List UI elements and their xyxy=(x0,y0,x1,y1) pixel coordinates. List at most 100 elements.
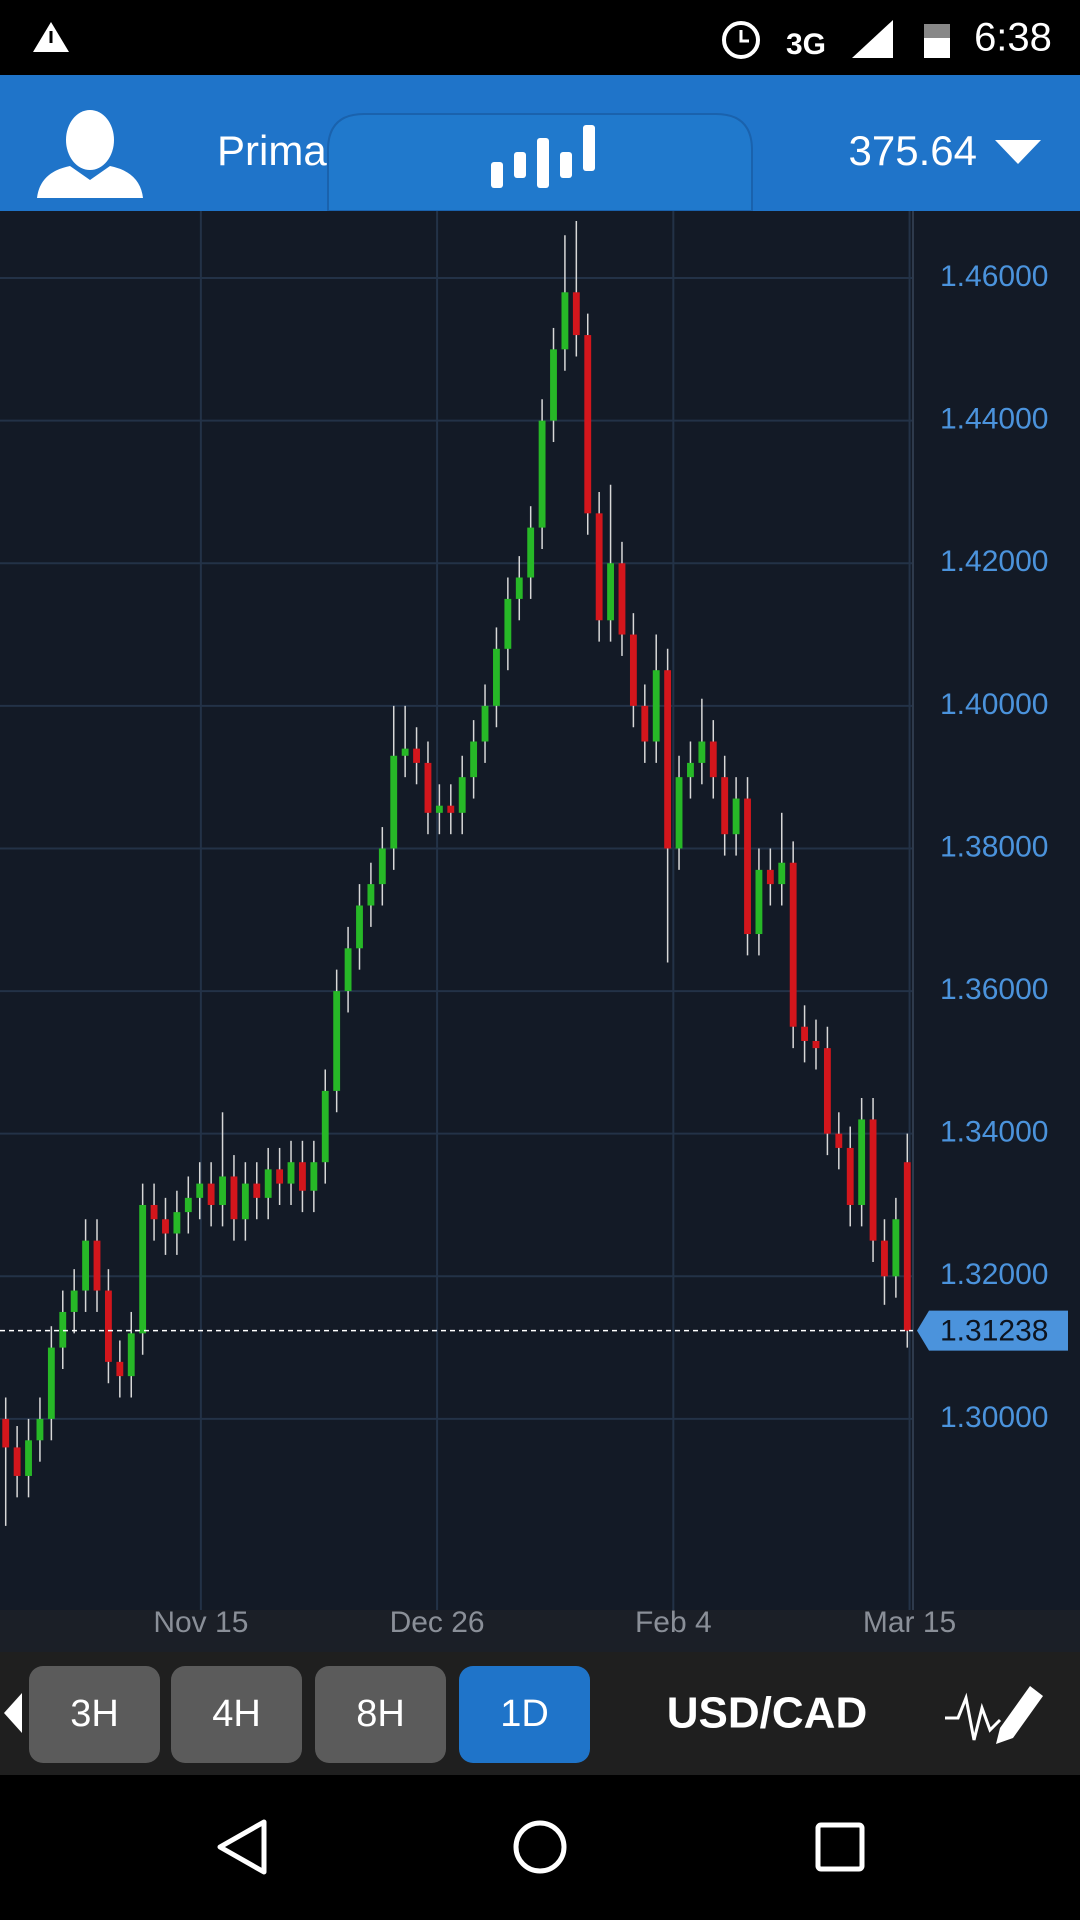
candle-body xyxy=(321,1090,329,1163)
candle-body xyxy=(493,648,500,706)
candle-body xyxy=(869,1119,877,1241)
timeframe-button[interactable] xyxy=(459,1666,590,1763)
candle-body xyxy=(2,1418,10,1448)
candle-body xyxy=(504,598,512,649)
candle-body xyxy=(470,741,478,778)
candle-body xyxy=(881,1240,888,1277)
y-tick-label: 1.42000 xyxy=(940,545,1048,578)
y-tick-label: 1.32000 xyxy=(940,1258,1048,1291)
candle-body xyxy=(424,762,432,813)
candle-body xyxy=(139,1204,147,1334)
candle-body xyxy=(162,1219,169,1234)
candle-body xyxy=(481,705,489,742)
symbol[interactable]: USD/CAD xyxy=(667,1689,867,1738)
timeframe-label[interactable]: 8H xyxy=(356,1693,405,1735)
candle-body xyxy=(230,1176,238,1220)
candle-body xyxy=(618,563,626,635)
candle-body xyxy=(755,869,763,935)
draw-pencil xyxy=(996,1686,1043,1744)
candle-body xyxy=(333,991,341,1091)
nav-back[interactable] xyxy=(217,1819,267,1875)
battery-empty xyxy=(924,24,950,38)
candle-body xyxy=(778,862,786,885)
candle-body xyxy=(127,1333,135,1377)
candle-body xyxy=(789,862,797,1027)
y-tick-label: 1.34000 xyxy=(940,1116,1048,1149)
candle-body xyxy=(378,848,386,885)
candle-body xyxy=(219,1176,226,1205)
account-icon[interactable] xyxy=(37,110,143,198)
account-name[interactable]: Prima xyxy=(217,127,327,174)
candle-body xyxy=(572,292,580,336)
candle-body xyxy=(116,1361,124,1377)
candle-body xyxy=(47,1347,55,1419)
candle-body xyxy=(173,1212,181,1234)
candle-body xyxy=(82,1240,90,1291)
candle-body xyxy=(835,1133,843,1148)
nav-bar xyxy=(0,1775,1080,1920)
x-axis: Nov 15 Dec 26 Feb 4 Mar 15 xyxy=(153,1606,956,1639)
candle-body xyxy=(732,798,740,835)
candle-body xyxy=(276,1169,284,1184)
candle-body xyxy=(812,1040,820,1049)
balance[interactable]: 375.64 xyxy=(849,127,977,174)
candle-body xyxy=(527,527,535,578)
timeframe-button[interactable] xyxy=(315,1666,446,1763)
x-tick-label: Dec 26 xyxy=(390,1606,485,1639)
candle-body xyxy=(744,798,751,935)
x-tick-label: Feb 4 xyxy=(635,1606,712,1639)
candle-body xyxy=(25,1440,32,1476)
candle-body xyxy=(447,805,455,813)
candle-body xyxy=(687,762,694,778)
alarm-icon xyxy=(722,21,760,59)
candle-body xyxy=(253,1183,261,1198)
candle-body xyxy=(858,1119,866,1205)
candle-body xyxy=(104,1290,112,1362)
candle-body xyxy=(36,1418,44,1441)
candle-body xyxy=(595,513,603,621)
candle-body xyxy=(846,1147,854,1205)
nav-recent[interactable] xyxy=(815,1822,865,1872)
y-tick-label: 1.46000 xyxy=(940,260,1048,293)
candle-body xyxy=(241,1183,249,1220)
candle-body xyxy=(801,1026,809,1041)
candle-body xyxy=(413,748,420,763)
candle-body xyxy=(641,705,649,742)
x-tick-label: Mar 15 xyxy=(863,1606,956,1639)
network-type: 3G xyxy=(786,28,826,61)
candle-body xyxy=(652,670,660,742)
candle-body xyxy=(515,577,523,599)
candle-body xyxy=(207,1183,215,1205)
candle-body xyxy=(584,335,592,514)
timeframe-label[interactable]: 1D xyxy=(500,1693,549,1735)
alarm-hands xyxy=(739,30,749,43)
candle-body xyxy=(93,1240,101,1291)
candle-body xyxy=(435,805,443,813)
candle-body xyxy=(629,634,637,706)
nav-home[interactable] xyxy=(513,1820,567,1874)
status-bar xyxy=(0,0,1080,75)
draw-wave xyxy=(945,1692,1002,1741)
candle-body xyxy=(310,1162,318,1191)
candle-body xyxy=(59,1311,67,1348)
last-price-tag xyxy=(917,1310,1068,1351)
timeframe-label[interactable]: 3H xyxy=(70,1693,119,1735)
scroll-left[interactable] xyxy=(4,1693,22,1733)
candle-body xyxy=(70,1290,78,1312)
draw-tool[interactable] xyxy=(945,1686,1043,1744)
candle-body xyxy=(892,1219,900,1277)
y-tick-label: 1.40000 xyxy=(940,688,1048,721)
candle-body xyxy=(538,420,546,528)
candle-body xyxy=(903,1162,911,1331)
y-tick-label: 1.30000 xyxy=(940,1401,1048,1434)
timeframe-button[interactable] xyxy=(29,1666,160,1763)
candle-body xyxy=(823,1048,831,1134)
timeframe-button[interactable] xyxy=(171,1666,302,1763)
timeframe-label[interactable]: 4H xyxy=(212,1693,261,1735)
candle-body xyxy=(607,563,614,621)
candle-body xyxy=(287,1162,295,1184)
candle-body xyxy=(367,884,375,906)
balance-dropdown[interactable] xyxy=(995,140,1041,164)
x-tick-label: Nov 15 xyxy=(153,1606,248,1639)
